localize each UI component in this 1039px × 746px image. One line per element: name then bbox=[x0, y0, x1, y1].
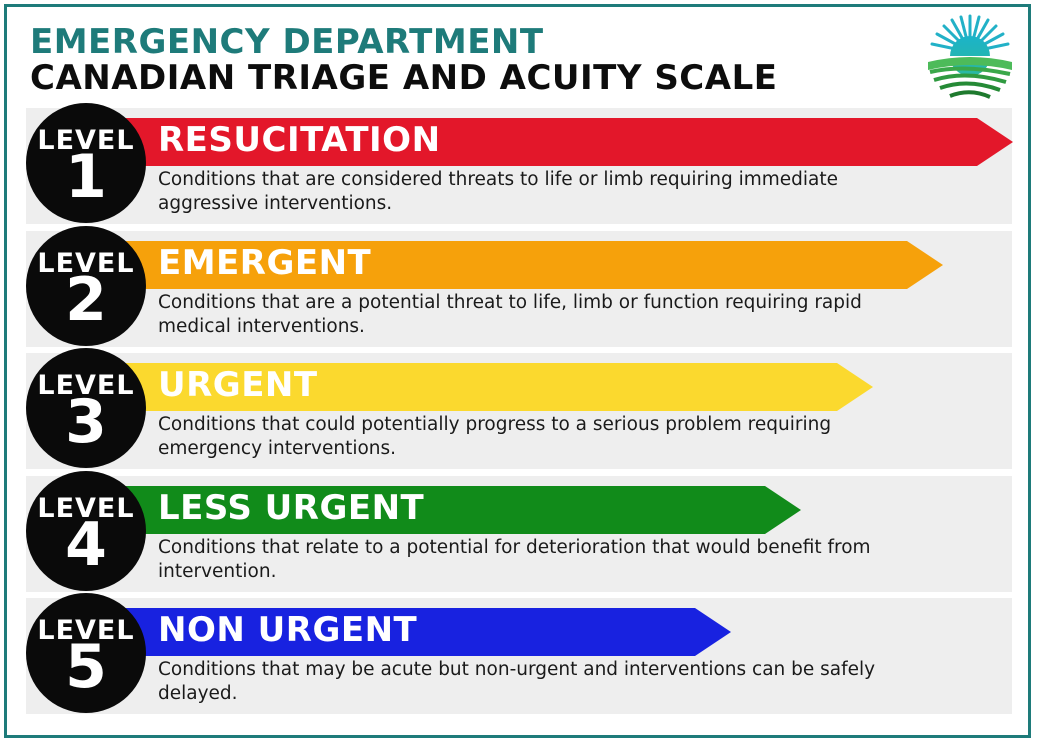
level-2-badge: LEVEL 2 bbox=[26, 226, 146, 346]
sun-fields-logo-icon bbox=[924, 12, 1016, 100]
level-4-arrow-shape bbox=[121, 486, 801, 534]
level-1-number: 1 bbox=[65, 142, 107, 212]
level-3-badge: LEVEL 3 bbox=[26, 348, 146, 468]
level-1-description: Conditions that are considered threats t… bbox=[158, 169, 838, 214]
level-5-arrow-shape bbox=[121, 608, 731, 656]
level-1-arrow-banner bbox=[121, 118, 1013, 166]
level-5-label: LEVEL bbox=[37, 615, 135, 646]
level-1-badge: LEVEL 1 bbox=[26, 103, 146, 223]
page-title-line1: EMERGENCY DEPARTMENT bbox=[30, 22, 544, 62]
level-5-name: NON URGENT bbox=[158, 610, 418, 650]
level-2-number: 2 bbox=[65, 265, 107, 335]
level-5-badge: LEVEL 5 bbox=[26, 593, 146, 713]
triage-level-4-row: LESS URGENT Conditions that relate to a … bbox=[26, 471, 1012, 592]
triage-level-1-row: RESUCITATION Conditions that are conside… bbox=[26, 103, 1013, 224]
level-4-arrow-banner bbox=[121, 486, 801, 534]
level-2-name: EMERGENT bbox=[158, 243, 372, 283]
level-3-arrow-banner bbox=[121, 363, 873, 411]
level-5-arrow-banner bbox=[121, 608, 731, 656]
level-3-name: URGENT bbox=[158, 365, 318, 405]
level-2-arrow-banner bbox=[121, 241, 943, 289]
level-2-arrow-shape bbox=[121, 241, 943, 289]
level-3-description: Conditions that could potentially progre… bbox=[158, 414, 832, 459]
level-4-number: 4 bbox=[65, 510, 107, 580]
triage-level-2-row: EMERGENT Conditions that are a potential… bbox=[26, 226, 1012, 347]
level-4-label: LEVEL bbox=[37, 493, 135, 524]
page-title-line2: CANADIAN TRIAGE AND ACUITY SCALE bbox=[30, 58, 778, 98]
level-3-arrow-shape bbox=[121, 363, 873, 411]
level-4-description: Conditions that relate to a potential fo… bbox=[158, 537, 871, 582]
level-5-number: 5 bbox=[65, 632, 107, 702]
level-1-arrow-shape bbox=[121, 118, 1013, 166]
triage-level-5-row: NON URGENT Conditions that may be acute … bbox=[26, 593, 1012, 714]
level-1-name: RESUCITATION bbox=[158, 120, 441, 160]
level-2-label: LEVEL bbox=[37, 248, 135, 279]
triage-level-3-row: URGENT Conditions that could potentially… bbox=[26, 348, 1012, 469]
level-4-badge: LEVEL 4 bbox=[26, 471, 146, 591]
level-1-label: LEVEL bbox=[37, 125, 135, 156]
level-3-number: 3 bbox=[65, 387, 107, 457]
level-2-description: Conditions that are a potential threat t… bbox=[158, 292, 862, 337]
level-3-label: LEVEL bbox=[37, 370, 135, 401]
level-4-name: LESS URGENT bbox=[158, 488, 425, 528]
level-5-description: Conditions that may be acute but non-urg… bbox=[158, 659, 876, 704]
